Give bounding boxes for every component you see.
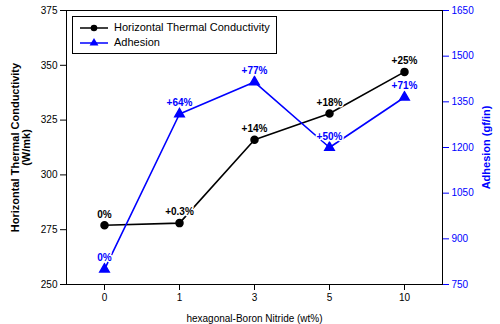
- svg-text:1650: 1650: [452, 5, 475, 16]
- svg-text:+77%: +77%: [242, 65, 268, 76]
- svg-text:325: 325: [41, 114, 58, 125]
- svg-text:0: 0: [102, 292, 108, 303]
- svg-text:hexagonal-Boron Nitride (wt%): hexagonal-Boron Nitride (wt%): [186, 313, 322, 324]
- svg-text:1: 1: [177, 292, 183, 303]
- svg-text:375: 375: [41, 5, 58, 16]
- svg-text:1200: 1200: [452, 142, 475, 153]
- svg-text:0%: 0%: [97, 252, 112, 263]
- html-text:Horizontal Thermal Conductivit: Horizontal Thermal Conductivity: [114, 21, 270, 33]
- svg-text:350: 350: [41, 60, 58, 71]
- svg-text:10: 10: [399, 292, 411, 303]
- svg-text:Horizontal Thermal Conductivit: Horizontal Thermal Conductivity(W/mk): [9, 62, 32, 232]
- svg-text:+64%: +64%: [167, 97, 193, 108]
- svg-text:1350: 1350: [452, 96, 475, 107]
- svg-text:3: 3: [252, 292, 258, 303]
- svg-text:900: 900: [452, 233, 469, 244]
- svg-text:+25%: +25%: [392, 55, 418, 66]
- html-text:Adhesion: Adhesion: [114, 36, 160, 48]
- svg-text:0%: 0%: [97, 209, 112, 220]
- svg-text:250: 250: [41, 279, 58, 290]
- svg-text:+14%: +14%: [242, 123, 268, 134]
- svg-text:1050: 1050: [452, 187, 475, 198]
- svg-text:5: 5: [327, 292, 333, 303]
- svg-text:1500: 1500: [452, 50, 475, 61]
- svg-text:750: 750: [452, 279, 469, 290]
- svg-text:+18%: +18%: [317, 97, 343, 108]
- svg-text:300: 300: [41, 169, 58, 180]
- svg-text:+50%: +50%: [317, 131, 343, 142]
- svg-text:+0.3%: +0.3%: [165, 206, 194, 217]
- svg-text:+71%: +71%: [392, 80, 418, 91]
- svg-text:Adhesion (gf/in): Adhesion (gf/in): [480, 105, 492, 189]
- svg-text:275: 275: [41, 224, 58, 235]
